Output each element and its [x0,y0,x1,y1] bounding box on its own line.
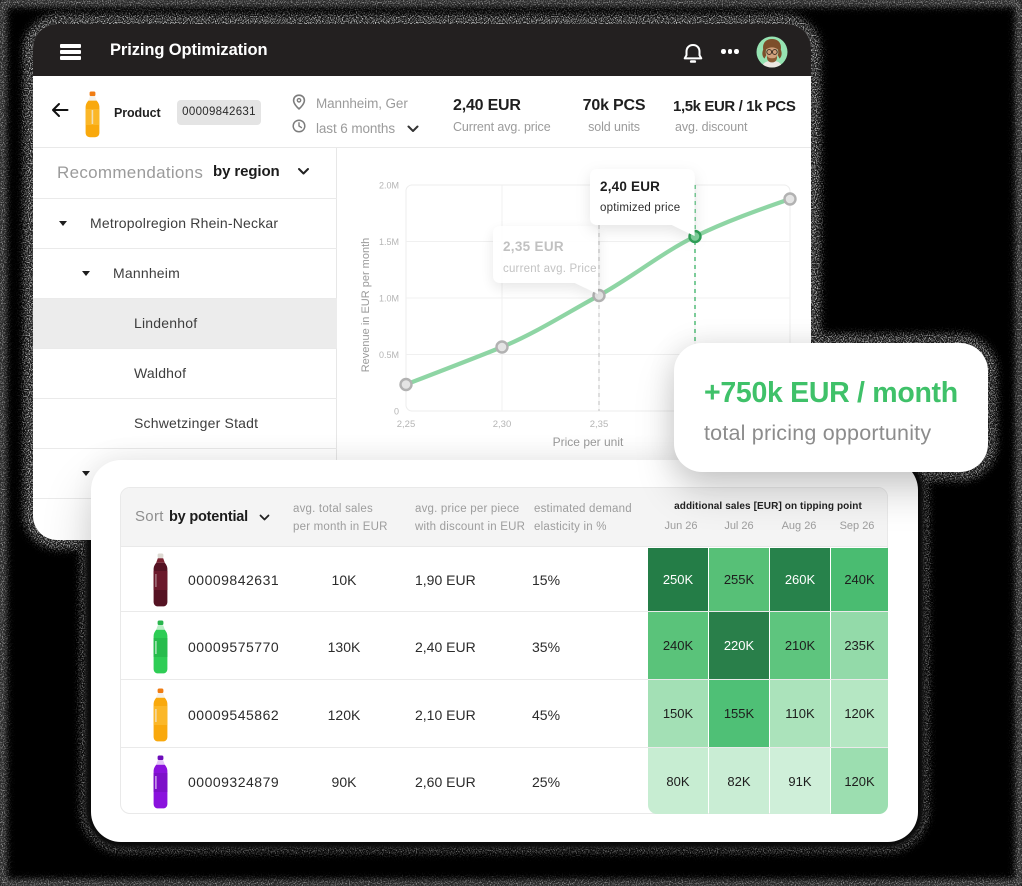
svg-text:0: 0 [394,407,399,417]
svg-text:2,35 EUR: 2,35 EUR [503,239,564,254]
svg-text:2.0M: 2.0M [379,181,399,191]
svg-text:2,30: 2,30 [493,419,512,430]
svg-text:Revenue in EUR per month: Revenue in EUR per month [360,238,372,373]
svg-text:optimized price: optimized price [600,202,680,214]
svg-text:2,35: 2,35 [590,419,609,430]
svg-text:current avg. Price: current avg. Price [503,263,597,275]
svg-text:2,25: 2,25 [397,419,416,430]
svg-text:Price per unit: Price per unit [553,435,624,449]
svg-text:1.5M: 1.5M [379,237,399,247]
svg-text:0.5M: 0.5M [379,350,399,360]
svg-text:1.0M: 1.0M [379,294,399,304]
svg-text:2,40 EUR: 2,40 EUR [600,179,660,194]
